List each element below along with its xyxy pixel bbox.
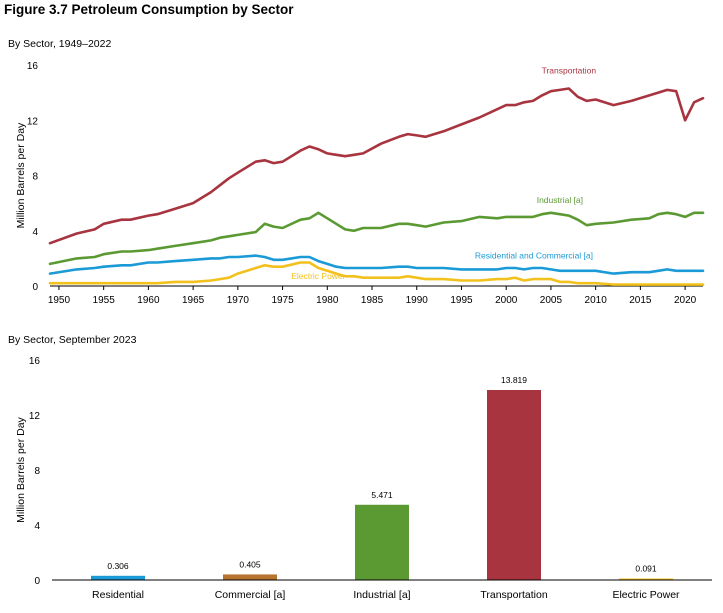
bar-chart: 0 4 8 12 16 Million Barrels per Day 0.306 Resid… <box>15 356 712 601</box>
bar-chart-subtitle: By Sector, September 2023 <box>8 334 137 346</box>
x-tick-label: 2010 <box>585 295 608 306</box>
bar-value-label: 0.306 <box>107 561 129 571</box>
x-tick-label: 1960 <box>137 295 160 306</box>
x-tick-label: 2020 <box>674 295 697 306</box>
bar-value-label: 0.405 <box>239 559 261 569</box>
bar <box>619 578 673 580</box>
y-tick-label: 0 <box>34 576 40 587</box>
series-line-1 <box>48 87 705 245</box>
series-label: Industrial [a] <box>537 195 583 205</box>
bar-value-label: 5.471 <box>371 490 393 500</box>
y-tick-label: 4 <box>32 227 38 238</box>
y-tick-label: 16 <box>29 356 41 367</box>
line-chart-subtitle: By Sector, 1949–2022 <box>8 38 112 50</box>
x-tick-label: 1950 <box>48 295 71 306</box>
series-label: Residential and Commercial [a] <box>475 250 593 260</box>
series-line-3 <box>48 254 705 275</box>
bar <box>223 574 277 580</box>
bar <box>91 575 145 580</box>
x-tick-label: 1970 <box>227 295 250 306</box>
series-line-2 <box>48 211 705 266</box>
category-label: Transportation <box>480 589 547 601</box>
y-tick-label: 4 <box>34 521 40 532</box>
y-tick-label: 0 <box>32 282 38 293</box>
category-label: Electric Power <box>612 589 680 601</box>
x-tick-label: 1985 <box>361 295 384 306</box>
x-tick-label: 2015 <box>629 295 652 306</box>
x-tick-label: 2005 <box>540 295 563 306</box>
bar-value-label: 0.091 <box>635 564 657 574</box>
y-axis-label: Million Barrels per Day <box>15 416 27 522</box>
x-tick-label: 1965 <box>182 295 205 306</box>
y-axis-label: Million Barrels per Day <box>15 122 27 228</box>
y-tick-label: 16 <box>27 61 39 72</box>
y-tick-label: 8 <box>34 466 40 477</box>
x-tick-label: 1990 <box>406 295 429 306</box>
category-label: Residential <box>92 589 144 601</box>
y-tick-label: 12 <box>27 116 39 127</box>
line-chart: 0 4 8 12 16 1950 1955 1960 1965 1970 1975 1980 1985 1… <box>15 61 705 306</box>
x-tick-label: 1980 <box>316 295 339 306</box>
series-label: Electric Power <box>291 271 345 281</box>
y-tick-label: 12 <box>29 411 41 422</box>
x-tick-label: 1955 <box>93 295 116 306</box>
series-label: Transportation <box>542 65 597 75</box>
bar <box>355 504 409 580</box>
bar-value-label: 13.819 <box>501 375 527 385</box>
category-label: Commercial [a] <box>215 589 286 601</box>
x-tick-label: 2000 <box>495 295 518 306</box>
x-tick-label: 1995 <box>450 295 473 306</box>
figure-title: Figure 3.7 Petroleum Consumption by Sect… <box>4 2 294 17</box>
bar <box>487 389 541 580</box>
y-tick-label: 8 <box>32 172 38 183</box>
series-line-4 <box>48 261 705 286</box>
category-label: Industrial [a] <box>353 589 410 601</box>
x-tick-label: 1975 <box>271 295 294 306</box>
